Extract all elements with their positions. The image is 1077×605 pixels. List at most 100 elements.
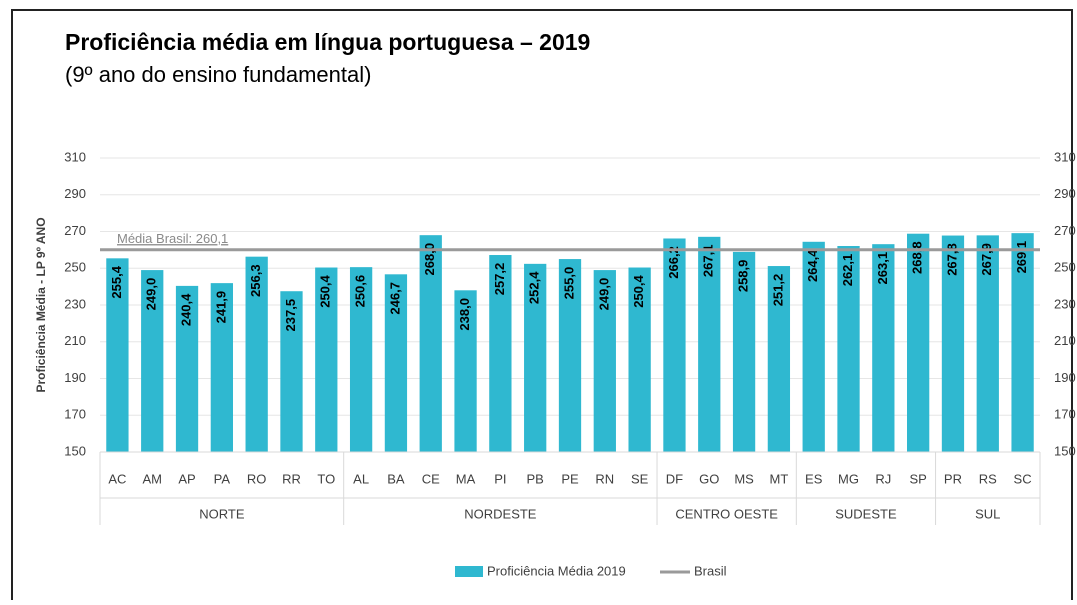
value-label: 267,1 bbox=[701, 245, 716, 278]
x-tick-label: ES bbox=[805, 471, 823, 486]
bar bbox=[106, 258, 129, 452]
value-label: 255,4 bbox=[109, 265, 124, 298]
x-tick-label: CE bbox=[422, 471, 440, 486]
y2-tick-label: 210 bbox=[1054, 333, 1076, 348]
y-tick-label: 230 bbox=[64, 296, 86, 311]
x-tick-label: SC bbox=[1014, 471, 1032, 486]
bar bbox=[663, 238, 686, 452]
y2-tick-label: 290 bbox=[1054, 186, 1076, 201]
bar bbox=[941, 235, 965, 452]
x-tick-label: RS bbox=[979, 471, 997, 486]
value-label: 267,9 bbox=[979, 243, 994, 276]
x-tick-label: RN bbox=[595, 471, 614, 486]
x-tick-label: PR bbox=[944, 471, 962, 486]
y2-tick-label: 270 bbox=[1054, 223, 1076, 238]
value-label: 240,4 bbox=[178, 293, 193, 326]
x-tick-label: MS bbox=[734, 471, 754, 486]
value-label: 237,5 bbox=[283, 299, 298, 332]
value-label: 255,0 bbox=[561, 267, 576, 300]
bar bbox=[628, 267, 651, 452]
y-tick-label: 170 bbox=[64, 407, 86, 422]
y-tick-label: 290 bbox=[64, 186, 86, 201]
x-tick-label: SP bbox=[909, 471, 926, 486]
value-label: 269,1 bbox=[1014, 241, 1029, 274]
bar bbox=[524, 263, 547, 452]
bar bbox=[732, 251, 756, 452]
group-label: SUL bbox=[975, 506, 1000, 521]
y2-tick-label: 310 bbox=[1054, 149, 1076, 164]
group-label: NORDESTE bbox=[464, 506, 537, 521]
x-tick-label: TO bbox=[317, 471, 335, 486]
bar bbox=[210, 283, 233, 452]
x-tick-label: AM bbox=[142, 471, 162, 486]
y-tick-label: 310 bbox=[64, 149, 86, 164]
legend-swatch bbox=[455, 566, 483, 577]
chart-title: Proficiência média em língua portuguesa … bbox=[65, 29, 590, 55]
bar bbox=[907, 233, 930, 452]
bar bbox=[315, 267, 338, 452]
bar bbox=[384, 274, 408, 452]
x-tick-label: BA bbox=[387, 471, 405, 486]
value-label: 258,9 bbox=[736, 260, 751, 293]
x-tick-label: PE bbox=[561, 471, 579, 486]
value-label: 262,1 bbox=[840, 254, 855, 287]
value-label: 256,3 bbox=[248, 264, 263, 297]
reference-label: Média Brasil: 260,1 bbox=[117, 231, 228, 246]
bar bbox=[802, 241, 825, 452]
bar bbox=[698, 236, 721, 452]
bar bbox=[1011, 233, 1034, 452]
y-axis-label: Proficiência Média - LP 9º ANO bbox=[34, 217, 48, 392]
x-tick-label: GO bbox=[699, 471, 719, 486]
bar bbox=[349, 267, 373, 452]
x-tick-label: MG bbox=[838, 471, 859, 486]
bar bbox=[872, 244, 895, 452]
y-tick-label: 190 bbox=[64, 370, 86, 385]
value-label: 268,0 bbox=[422, 243, 437, 276]
bar bbox=[767, 266, 791, 452]
y2-tick-label: 230 bbox=[1054, 296, 1076, 311]
legend-label: Proficiência Média 2019 bbox=[487, 563, 626, 578]
x-tick-label: MT bbox=[769, 471, 788, 486]
value-label: 263,1 bbox=[875, 252, 890, 285]
bar bbox=[280, 291, 303, 452]
value-label: 250,6 bbox=[353, 275, 368, 308]
y2-tick-label: 170 bbox=[1054, 407, 1076, 422]
x-tick-label: AL bbox=[353, 471, 369, 486]
bar bbox=[489, 255, 512, 452]
y2-tick-label: 190 bbox=[1054, 370, 1076, 385]
value-label: 238,0 bbox=[457, 298, 472, 331]
bar bbox=[558, 259, 582, 452]
value-label: 246,7 bbox=[387, 282, 402, 315]
bar bbox=[454, 290, 477, 452]
bar bbox=[976, 235, 999, 452]
value-label: 249,0 bbox=[144, 278, 159, 311]
y-tick-label: 150 bbox=[64, 443, 86, 458]
x-tick-label: DF bbox=[666, 471, 683, 486]
x-tick-label: RO bbox=[247, 471, 267, 486]
value-label: 252,4 bbox=[527, 271, 542, 304]
chart-subtitle: (9º ano do ensino fundamental) bbox=[65, 62, 371, 87]
bar bbox=[175, 285, 199, 452]
legend-label: Brasil bbox=[694, 563, 727, 578]
y-tick-label: 210 bbox=[64, 333, 86, 348]
y-tick-label: 270 bbox=[64, 223, 86, 238]
x-tick-label: RJ bbox=[875, 471, 891, 486]
value-label: 251,2 bbox=[770, 274, 785, 307]
x-tick-label: AC bbox=[108, 471, 126, 486]
value-label: 266,2 bbox=[666, 246, 681, 279]
group-label: CENTRO OESTE bbox=[675, 506, 778, 521]
value-label: 264,4 bbox=[805, 249, 820, 282]
value-label: 250,4 bbox=[631, 274, 646, 307]
bar bbox=[419, 235, 442, 452]
bar bbox=[245, 256, 268, 452]
x-tick-label: SE bbox=[631, 471, 649, 486]
value-label: 257,2 bbox=[492, 263, 507, 296]
value-label: 241,9 bbox=[213, 291, 228, 324]
y2-tick-label: 250 bbox=[1054, 260, 1076, 275]
bar bbox=[141, 270, 164, 452]
bar bbox=[593, 270, 616, 452]
x-tick-label: RR bbox=[282, 471, 301, 486]
y2-tick-label: 150 bbox=[1054, 443, 1076, 458]
